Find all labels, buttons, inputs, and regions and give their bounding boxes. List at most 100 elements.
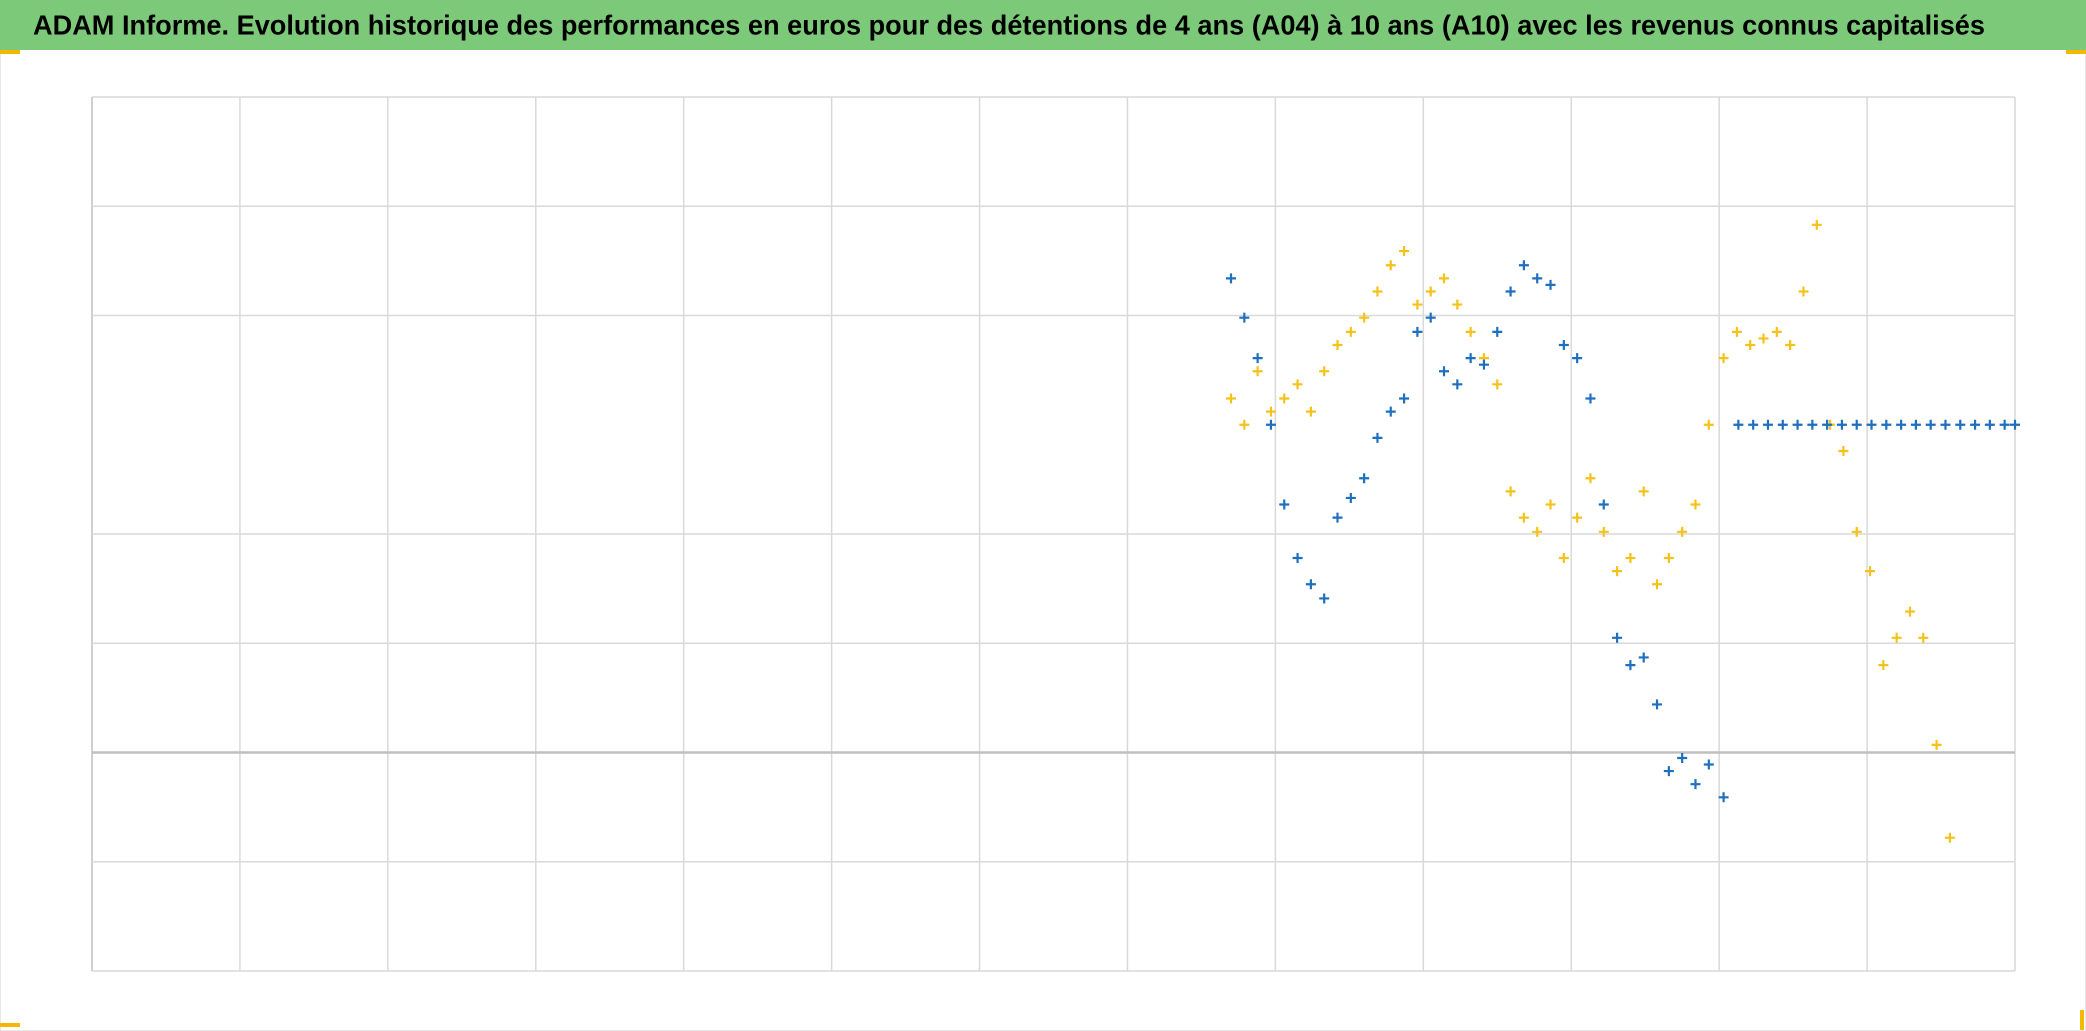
point bbox=[1638, 652, 1649, 663]
point bbox=[1558, 553, 1569, 564]
point bbox=[1505, 486, 1516, 497]
point bbox=[1226, 393, 1237, 404]
point bbox=[1745, 339, 1756, 350]
point bbox=[1239, 419, 1250, 430]
point bbox=[1838, 445, 1849, 456]
point bbox=[1572, 512, 1583, 523]
point bbox=[1265, 406, 1276, 417]
point bbox=[1904, 606, 1915, 617]
point bbox=[1881, 419, 1892, 430]
point bbox=[1465, 326, 1476, 337]
point bbox=[1598, 526, 1609, 537]
point bbox=[1319, 593, 1330, 604]
point bbox=[1748, 419, 1759, 430]
point bbox=[1532, 526, 1543, 537]
point bbox=[1492, 379, 1503, 390]
point bbox=[1918, 632, 1929, 643]
corner-mark bbox=[2066, 50, 2086, 54]
point bbox=[1412, 326, 1423, 337]
point bbox=[1492, 326, 1503, 337]
point bbox=[1399, 246, 1410, 257]
point bbox=[1999, 419, 2010, 430]
point bbox=[1891, 632, 1902, 643]
point bbox=[1505, 286, 1516, 297]
point bbox=[1412, 299, 1423, 310]
point bbox=[1279, 499, 1290, 510]
point bbox=[1677, 526, 1688, 537]
point bbox=[1385, 406, 1396, 417]
point bbox=[1878, 660, 1889, 671]
point bbox=[1372, 286, 1383, 297]
point bbox=[1399, 393, 1410, 404]
point bbox=[1811, 219, 1822, 230]
point bbox=[1851, 419, 1862, 430]
point bbox=[1970, 419, 1981, 430]
point bbox=[1638, 486, 1649, 497]
point bbox=[1625, 660, 1636, 671]
point bbox=[1690, 779, 1701, 790]
point bbox=[1792, 419, 1803, 430]
point bbox=[1558, 339, 1569, 350]
point bbox=[1518, 260, 1529, 271]
point bbox=[1332, 512, 1343, 523]
point bbox=[1785, 339, 1796, 350]
point bbox=[1452, 299, 1463, 310]
point bbox=[1252, 353, 1263, 364]
point bbox=[1239, 312, 1250, 323]
point bbox=[1612, 566, 1623, 577]
point bbox=[1439, 366, 1450, 377]
point bbox=[1545, 499, 1556, 510]
point bbox=[1718, 792, 1729, 803]
point bbox=[1866, 419, 1877, 430]
point bbox=[1425, 286, 1436, 297]
point bbox=[1652, 699, 1663, 710]
point bbox=[1771, 326, 1782, 337]
point bbox=[1359, 473, 1370, 484]
point bbox=[1851, 526, 1862, 537]
point bbox=[1585, 393, 1596, 404]
series bbox=[1226, 260, 2020, 803]
point bbox=[1439, 273, 1450, 284]
corner-mark bbox=[2080, 1010, 2084, 1030]
point bbox=[1598, 499, 1609, 510]
point bbox=[1758, 333, 1769, 344]
point bbox=[1518, 512, 1529, 523]
corner-mark bbox=[0, 50, 20, 54]
point bbox=[1931, 739, 1942, 750]
point bbox=[1226, 273, 1237, 284]
point bbox=[1940, 419, 1951, 430]
point bbox=[1585, 473, 1596, 484]
point bbox=[1625, 553, 1636, 564]
point bbox=[1777, 419, 1788, 430]
point bbox=[1359, 312, 1370, 323]
point bbox=[1252, 366, 1263, 377]
point bbox=[1305, 579, 1316, 590]
point bbox=[1984, 419, 1995, 430]
point bbox=[1652, 579, 1663, 590]
point bbox=[1733, 419, 1744, 430]
series bbox=[1226, 219, 1955, 843]
point bbox=[2010, 419, 2020, 430]
point bbox=[1865, 566, 1876, 577]
point bbox=[1545, 279, 1556, 290]
corner-mark bbox=[0, 1023, 20, 1027]
point bbox=[1532, 273, 1543, 284]
point bbox=[1798, 286, 1809, 297]
point bbox=[1822, 419, 1833, 430]
point bbox=[1452, 379, 1463, 390]
point bbox=[1896, 419, 1907, 430]
point bbox=[1731, 326, 1742, 337]
point bbox=[1385, 260, 1396, 271]
point bbox=[1612, 632, 1623, 643]
point bbox=[1910, 419, 1921, 430]
point bbox=[1690, 499, 1701, 510]
point bbox=[1762, 419, 1773, 430]
point bbox=[1663, 766, 1674, 777]
point bbox=[1663, 553, 1674, 564]
point bbox=[1703, 419, 1714, 430]
point bbox=[1345, 492, 1356, 503]
point bbox=[1265, 419, 1276, 430]
